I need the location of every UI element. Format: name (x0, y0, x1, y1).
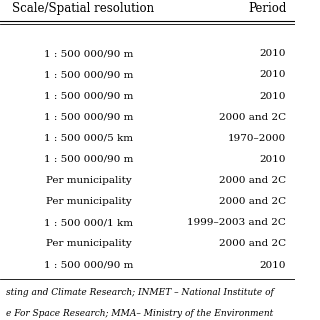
Text: 2000 and 2C: 2000 and 2C (219, 197, 286, 206)
Text: Per municipality: Per municipality (46, 176, 132, 185)
Text: 2010: 2010 (260, 49, 286, 58)
Text: 1970–2000: 1970–2000 (228, 134, 286, 143)
Text: sting and Climate Research; INMET – National Institute of: sting and Climate Research; INMET – Nati… (6, 288, 274, 297)
Text: 2000 and 2C: 2000 and 2C (219, 239, 286, 248)
Text: Per municipality: Per municipality (46, 197, 132, 206)
Text: 1999–2003 and 2C: 1999–2003 and 2C (188, 218, 286, 227)
Text: 2010: 2010 (260, 155, 286, 164)
Text: 1 : 500 000/90 m: 1 : 500 000/90 m (44, 260, 133, 269)
Text: Period: Period (248, 2, 286, 15)
Text: 1 : 500 000/90 m: 1 : 500 000/90 m (44, 92, 133, 100)
Text: 2010: 2010 (260, 260, 286, 269)
Text: 2010: 2010 (260, 70, 286, 79)
Text: e For Space Research; MMA– Ministry of the Environment: e For Space Research; MMA– Ministry of t… (6, 308, 273, 318)
Text: 2010: 2010 (260, 92, 286, 100)
Text: Per municipality: Per municipality (46, 239, 132, 248)
Text: 2000 and 2C: 2000 and 2C (219, 176, 286, 185)
Text: 1 : 500 000/90 m: 1 : 500 000/90 m (44, 70, 133, 79)
Text: 1 : 500 000/1 km: 1 : 500 000/1 km (44, 218, 133, 227)
Text: Scale/Spatial resolution: Scale/Spatial resolution (12, 2, 154, 15)
Text: 2000 and 2C: 2000 and 2C (219, 113, 286, 122)
Text: 1 : 500 000/5 km: 1 : 500 000/5 km (44, 134, 133, 143)
Text: 1 : 500 000/90 m: 1 : 500 000/90 m (44, 155, 133, 164)
Text: 1 : 500 000/90 m: 1 : 500 000/90 m (44, 49, 133, 58)
Text: 1 : 500 000/90 m: 1 : 500 000/90 m (44, 113, 133, 122)
